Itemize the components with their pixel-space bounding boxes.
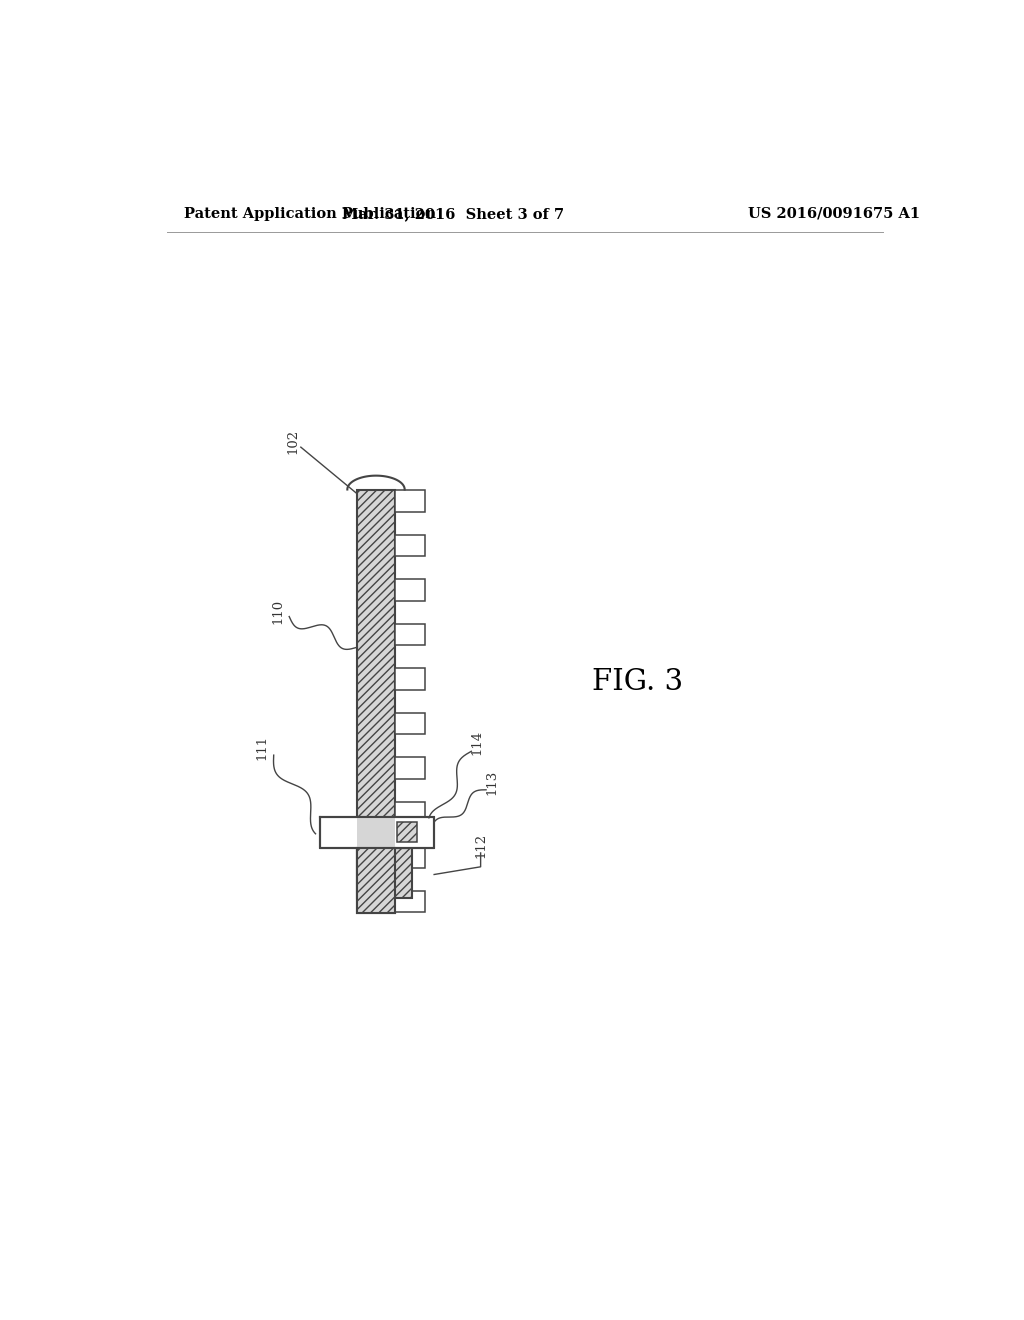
Bar: [321, 817, 434, 847]
Bar: [397, 822, 417, 842]
Bar: [395, 668, 425, 690]
Bar: [395, 713, 425, 734]
Text: Patent Application Publication: Patent Application Publication: [183, 207, 436, 220]
Bar: [356, 490, 395, 913]
Text: 111: 111: [256, 735, 268, 760]
Text: 112: 112: [474, 833, 487, 858]
Bar: [395, 801, 425, 824]
Bar: [356, 847, 413, 898]
Text: FIG. 3: FIG. 3: [593, 668, 683, 696]
Text: Mar. 31, 2016  Sheet 3 of 7: Mar. 31, 2016 Sheet 3 of 7: [342, 207, 564, 220]
Bar: [395, 490, 425, 512]
Bar: [356, 847, 395, 913]
Bar: [395, 891, 425, 912]
Bar: [395, 579, 425, 601]
Text: US 2016/0091675 A1: US 2016/0091675 A1: [748, 207, 921, 220]
Bar: [356, 817, 395, 847]
Bar: [395, 624, 425, 645]
Text: 102: 102: [287, 429, 300, 454]
Bar: [395, 758, 425, 779]
Text: 110: 110: [271, 598, 284, 624]
Text: 113: 113: [485, 770, 499, 795]
Bar: [395, 846, 425, 867]
Bar: [395, 535, 425, 556]
Text: 114: 114: [470, 730, 483, 755]
